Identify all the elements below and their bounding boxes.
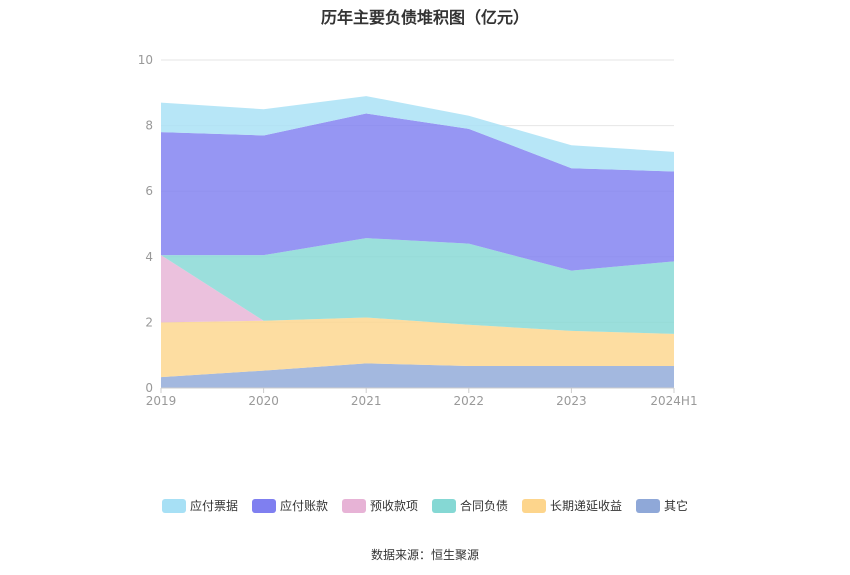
data-source: 数据来源：恒生聚源 bbox=[370, 548, 479, 562]
area-series-5 bbox=[161, 113, 674, 271]
area-series-0 bbox=[161, 363, 674, 388]
legend-swatch bbox=[636, 498, 661, 513]
y-tick-label: 10 bbox=[138, 53, 153, 67]
legend-item[interactable]: 预收款项 bbox=[341, 497, 418, 514]
y-tick-label: 6 bbox=[145, 184, 153, 198]
legend-label: 其它 bbox=[664, 499, 689, 513]
x-tick-label: 2020 bbox=[248, 394, 279, 408]
y-tick-label: 2 bbox=[145, 315, 153, 329]
y-tick-label: 8 bbox=[145, 119, 153, 133]
x-tick-label: 2019 bbox=[146, 394, 177, 408]
legend-item[interactable]: 应付账款 bbox=[251, 497, 328, 514]
legend-label: 长期递延收益 bbox=[550, 499, 623, 513]
area-series-1 bbox=[161, 317, 674, 378]
legend-swatch bbox=[161, 498, 186, 513]
legend-item[interactable]: 合同负债 bbox=[432, 497, 508, 514]
x-tick-label: 2021 bbox=[351, 394, 382, 408]
legend-item[interactable]: 应付票据 bbox=[161, 497, 238, 514]
legend-swatch bbox=[251, 498, 276, 513]
chart-legend: 应付票据 应付账款 预收款项 合同负债 长期递延收益 其它 bbox=[0, 497, 850, 514]
legend-label: 应付账款 bbox=[279, 499, 328, 513]
chart-title: 历年主要负债堆积图（亿元） bbox=[320, 8, 529, 27]
legend-swatch bbox=[522, 498, 547, 513]
legend-item[interactable]: 其它 bbox=[636, 497, 688, 514]
legend-swatch bbox=[432, 498, 456, 513]
legend-label: 预收款项 bbox=[369, 499, 418, 513]
x-tick-label: 2024H1 bbox=[650, 394, 697, 408]
legend-swatch bbox=[341, 498, 366, 513]
area-series-6 bbox=[161, 96, 674, 172]
area-series-3 bbox=[161, 238, 674, 334]
legend-label: 合同负债 bbox=[460, 499, 509, 513]
y-tick-label: 4 bbox=[145, 250, 153, 264]
x-tick-label: 2023 bbox=[556, 394, 587, 408]
legend-label: 应付票据 bbox=[189, 499, 238, 513]
y-tick-label: 0 bbox=[145, 381, 153, 395]
legend-item[interactable]: 长期递延收益 bbox=[522, 497, 622, 514]
x-tick-label: 2022 bbox=[454, 394, 485, 408]
